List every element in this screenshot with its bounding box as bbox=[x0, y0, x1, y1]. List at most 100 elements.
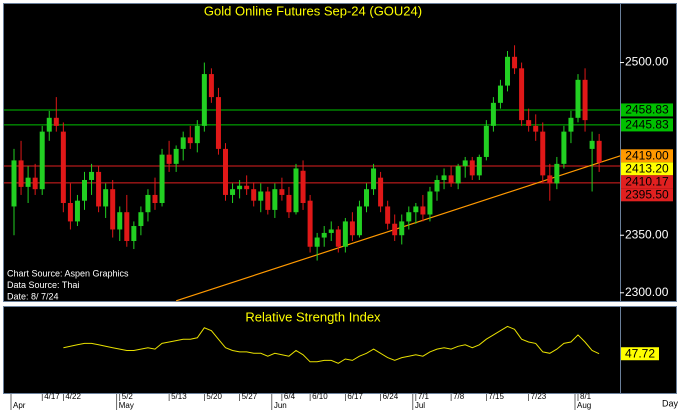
x-tick-label: 5/13 bbox=[171, 392, 187, 401]
rsi-panel bbox=[3, 306, 677, 394]
candle-body bbox=[399, 221, 405, 236]
candle-body bbox=[547, 175, 553, 184]
candle-body bbox=[258, 191, 264, 201]
candle-body bbox=[427, 191, 433, 215]
rsi-label: 47.72 bbox=[625, 346, 655, 360]
candle-body bbox=[159, 154, 165, 203]
candle-body bbox=[596, 140, 602, 163]
candle-body bbox=[406, 212, 412, 222]
candle-body bbox=[342, 221, 348, 247]
candle-body bbox=[371, 168, 377, 190]
level-label: 2458.83 bbox=[625, 103, 669, 117]
month-label: Jul bbox=[415, 401, 425, 410]
source-note: Date: 8/ 7/24 bbox=[7, 291, 59, 301]
candle-body bbox=[201, 74, 207, 126]
candle-body bbox=[152, 194, 158, 203]
candle-body bbox=[286, 194, 292, 213]
candle-body bbox=[364, 189, 369, 207]
candle-body bbox=[223, 148, 228, 195]
level-label: 2419.00 bbox=[625, 148, 669, 162]
candle-body bbox=[251, 189, 257, 201]
candle-body bbox=[476, 156, 482, 176]
candle-body bbox=[237, 185, 243, 190]
candle-body bbox=[526, 120, 532, 126]
candle-body bbox=[265, 191, 271, 210]
candle-body bbox=[497, 85, 503, 103]
candle-body bbox=[60, 131, 66, 203]
candle-body bbox=[293, 168, 299, 213]
candle-body bbox=[124, 212, 130, 241]
candle-body bbox=[441, 175, 447, 180]
candle-body bbox=[89, 171, 95, 180]
x-tick-label: 6/17 bbox=[347, 392, 363, 401]
rsi-title: Relative Strength Index bbox=[245, 309, 381, 324]
candle-body bbox=[74, 200, 80, 222]
level-label: 2395.50 bbox=[625, 187, 669, 201]
candle-body bbox=[32, 177, 38, 190]
candle-body bbox=[512, 56, 518, 69]
level-label-box bbox=[621, 175, 673, 189]
level-label-box bbox=[621, 103, 673, 117]
x-tick-label: 4/17 bbox=[44, 392, 60, 401]
candle-body bbox=[434, 179, 440, 192]
candle-body bbox=[46, 117, 52, 132]
candle-body bbox=[18, 160, 24, 187]
candle-body bbox=[208, 74, 214, 98]
y-tick-label: 2500.00 bbox=[625, 55, 669, 69]
x-axis-label: Day bbox=[662, 398, 679, 408]
month-label: Jun bbox=[274, 401, 287, 410]
rsi-line bbox=[63, 325, 600, 364]
candle-body bbox=[392, 223, 398, 236]
candle-body bbox=[321, 232, 327, 238]
candle-body bbox=[328, 229, 334, 233]
candle-body bbox=[462, 160, 468, 167]
month-label: Apr bbox=[13, 401, 26, 410]
source-note: Chart Source: Aspen Graphics bbox=[7, 268, 129, 278]
candle-body bbox=[413, 206, 419, 213]
x-tick-label: 5/20 bbox=[206, 392, 222, 401]
candle-body bbox=[110, 189, 116, 230]
candle-body bbox=[53, 117, 59, 126]
candle-body bbox=[575, 79, 581, 118]
x-tick-label: 7/15 bbox=[488, 392, 504, 401]
candle-body bbox=[131, 226, 137, 241]
candle-body bbox=[117, 212, 123, 230]
candle-body bbox=[314, 237, 320, 247]
x-tick-label: 8/1 bbox=[580, 392, 592, 401]
candle-body bbox=[483, 125, 489, 157]
x-tick-label: 7/8 bbox=[453, 392, 465, 401]
candle-body bbox=[385, 206, 391, 224]
candle-body bbox=[138, 212, 144, 227]
y-tick-label: 2350.00 bbox=[625, 227, 669, 241]
x-tick-label: 6/10 bbox=[312, 392, 328, 401]
candle-body bbox=[420, 206, 426, 215]
candle-body bbox=[582, 79, 588, 121]
candle-body bbox=[378, 177, 384, 207]
month-label: May bbox=[119, 401, 134, 410]
candle-body bbox=[300, 170, 306, 203]
candle-body bbox=[533, 125, 539, 132]
candle-body bbox=[166, 154, 172, 164]
candle-body bbox=[230, 189, 236, 195]
candle-body bbox=[82, 179, 87, 201]
candle-body bbox=[455, 166, 461, 184]
source-note: Data Source: Thai bbox=[7, 280, 79, 290]
candle-body bbox=[194, 125, 200, 144]
level-label: 2410.17 bbox=[625, 174, 669, 188]
level-label: 2413.20 bbox=[625, 161, 669, 175]
candle-body bbox=[349, 221, 355, 236]
candle-body bbox=[589, 140, 595, 149]
candle-body bbox=[244, 185, 250, 190]
candle-body bbox=[187, 137, 193, 144]
candle-body bbox=[568, 117, 574, 132]
candle-body bbox=[145, 194, 151, 213]
rsi-label-box bbox=[621, 347, 659, 361]
candle-body bbox=[505, 56, 510, 86]
level-label-box bbox=[621, 149, 673, 163]
x-tick-label: 5/2 bbox=[122, 392, 134, 401]
candle-body bbox=[335, 229, 341, 247]
candle-body bbox=[448, 175, 454, 184]
candle-body bbox=[356, 206, 362, 236]
price-panel bbox=[3, 3, 677, 302]
